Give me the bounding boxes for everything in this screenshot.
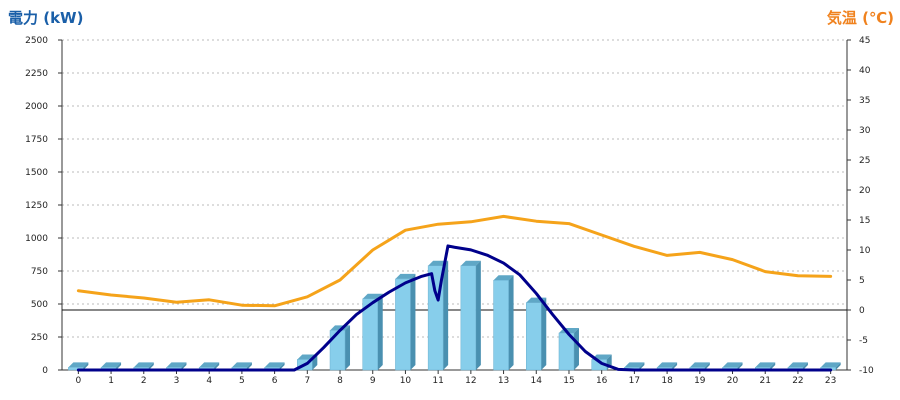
bar-top	[755, 362, 776, 368]
x-tick-label: 14	[531, 376, 543, 386]
bar-side	[148, 362, 154, 370]
x-tick-label: 16	[596, 376, 608, 386]
bar-top	[133, 362, 154, 368]
bar-top	[166, 362, 187, 368]
bar-side	[573, 328, 579, 370]
left-tick-label: 1500	[25, 168, 48, 178]
right-tick-label: 30	[859, 126, 871, 136]
power-line	[76, 244, 833, 372]
left-axis-title: 電力 (kW)	[8, 9, 84, 27]
bar-side	[246, 362, 252, 370]
x-tick-label: 19	[694, 376, 706, 386]
bar-side	[475, 260, 481, 370]
bar	[395, 278, 411, 371]
x-tick-label: 1	[108, 376, 114, 386]
bar-side	[345, 325, 351, 370]
right-tick-label: 25	[859, 156, 870, 166]
bar-side	[377, 293, 383, 370]
bar-top	[787, 362, 808, 368]
right-tick-label: 45	[859, 36, 870, 46]
x-tick-label: 8	[337, 376, 343, 386]
bar-top	[689, 362, 710, 368]
right-tick-label: 15	[859, 216, 870, 226]
bar-top	[657, 362, 678, 368]
bar-top	[231, 362, 252, 368]
bar-top	[624, 362, 645, 368]
bar-side	[541, 297, 547, 370]
x-tick-label: 10	[400, 376, 412, 386]
bar-side	[835, 362, 841, 370]
bar	[526, 302, 542, 371]
x-tick-label: 12	[465, 376, 476, 386]
bar-top	[68, 362, 89, 368]
bar-side	[639, 362, 645, 370]
x-tick-label: 5	[239, 376, 245, 386]
x-tick-label: 22	[792, 376, 803, 386]
bar-side	[704, 362, 710, 370]
x-tick-label: 2	[141, 376, 147, 386]
bar-side	[116, 362, 122, 370]
right-tick-label: 20	[859, 186, 871, 196]
left-tick-label: 2250	[25, 69, 48, 79]
bar-top	[199, 362, 220, 368]
bar-side	[737, 362, 743, 370]
left-tick-label: 2500	[25, 36, 48, 46]
bar-side	[672, 362, 678, 370]
bar-top	[264, 362, 285, 368]
temperature-line	[76, 214, 833, 308]
bar-side	[802, 362, 808, 370]
bar-top	[101, 362, 122, 368]
x-tick-label: 17	[629, 376, 640, 386]
bar-side	[214, 362, 220, 370]
x-tick-label: 13	[498, 376, 509, 386]
bar	[493, 279, 509, 371]
x-tick-label: 3	[174, 376, 180, 386]
left-tick-label: 750	[31, 267, 48, 277]
bar-side	[508, 275, 514, 370]
bar	[329, 330, 346, 371]
right-tick-label: 5	[859, 276, 865, 286]
right-axis-title: 気温 (℃)	[826, 9, 894, 27]
x-tick-label: 4	[206, 376, 212, 386]
bar-side	[410, 273, 416, 370]
left-tick-label: 1750	[25, 135, 48, 145]
bar-side	[181, 362, 187, 370]
x-tick-label: 6	[272, 376, 278, 386]
right-tick-label: 0	[859, 306, 865, 316]
bar-top	[362, 293, 383, 299]
bar-side	[443, 260, 449, 370]
left-tick-label: 1000	[25, 234, 48, 244]
left-tick-label: 500	[31, 300, 48, 310]
left-tick-label: 250	[31, 333, 48, 343]
left-tick-label: 1250	[25, 201, 48, 211]
x-tick-label: 23	[825, 376, 836, 386]
right-tick-label: 10	[859, 246, 871, 256]
bar-top	[722, 362, 743, 368]
bar	[460, 265, 477, 371]
right-tick-label: 40	[859, 66, 871, 76]
x-tick-label: 0	[75, 376, 81, 386]
bar-side	[279, 362, 285, 370]
x-tick-label: 9	[370, 376, 376, 386]
left-tick-label: 2000	[25, 102, 48, 112]
right-tick-label: -5	[859, 336, 868, 346]
bar-side	[83, 362, 89, 370]
x-tick-label: 21	[760, 376, 771, 386]
x-tick-label: 20	[727, 376, 739, 386]
bar-top	[395, 273, 416, 279]
x-tick-label: 18	[661, 376, 673, 386]
x-tick-label: 7	[304, 376, 310, 386]
bar-top	[460, 260, 481, 266]
right-tick-label: -10	[859, 366, 874, 376]
bar-side	[770, 362, 776, 370]
x-tick-label: 11	[432, 376, 443, 386]
left-tick-label: 0	[42, 366, 48, 376]
x-tick-label: 15	[563, 376, 574, 386]
right-tick-label: 35	[859, 96, 870, 106]
bar-top	[493, 275, 514, 281]
bar-top	[820, 362, 841, 368]
bar	[362, 298, 378, 371]
